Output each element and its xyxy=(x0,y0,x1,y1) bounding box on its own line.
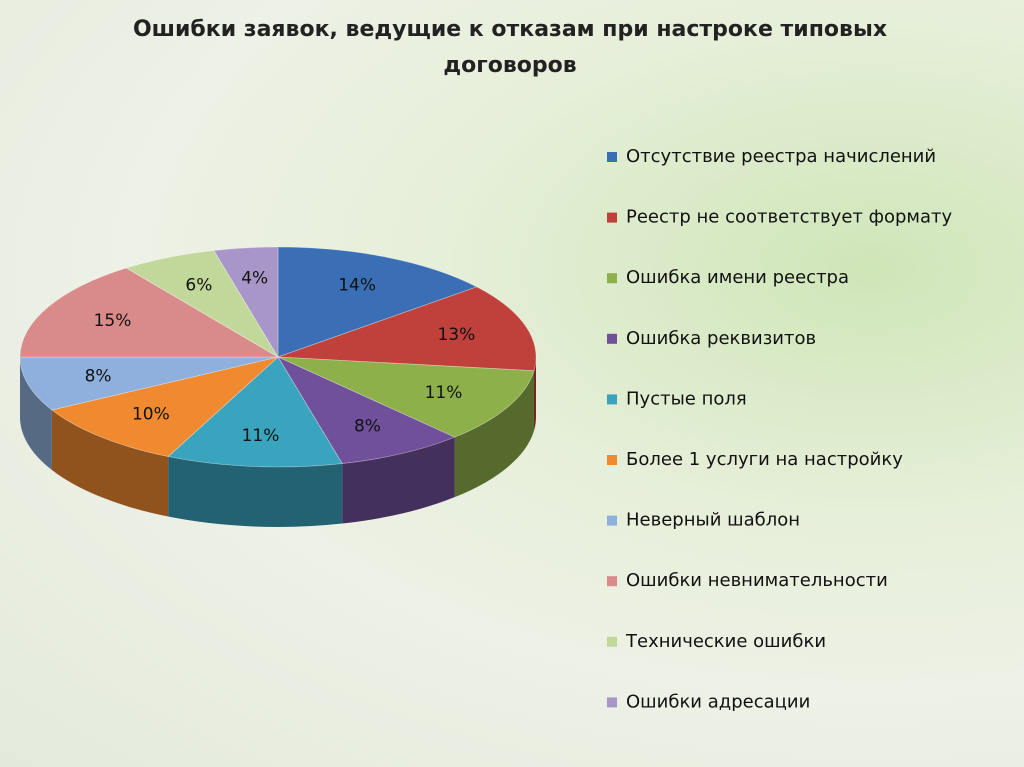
legend-label: Неверный шаблон xyxy=(626,510,800,531)
legend-swatch xyxy=(607,212,617,223)
slice-side xyxy=(168,456,343,528)
data-label: 8% xyxy=(354,416,381,436)
slice-side xyxy=(51,409,169,517)
slice xyxy=(277,356,535,438)
chart-title: Ошибки заявок, ведущие к отказам при нас… xyxy=(132,17,888,78)
legend-label: Ошибки невнимательности xyxy=(626,570,888,591)
slice xyxy=(19,356,279,411)
data-label: 13% xyxy=(437,325,475,345)
data-label: 4% xyxy=(241,268,268,288)
slice xyxy=(125,250,279,358)
slice xyxy=(213,246,279,359)
data-label: 15% xyxy=(94,311,132,331)
data-label: 11% xyxy=(425,383,463,403)
slice xyxy=(276,356,456,464)
legend-label: Пустые поля xyxy=(626,388,747,409)
data-label: 6% xyxy=(185,275,212,295)
legend-swatch xyxy=(607,152,617,162)
slice xyxy=(167,356,343,468)
legend-swatch xyxy=(607,333,617,344)
legend-label: Ошибка имени реестра xyxy=(626,267,849,288)
slice-side xyxy=(454,370,534,498)
slice-side xyxy=(533,357,536,431)
slice-side xyxy=(342,437,455,524)
legend-swatch xyxy=(607,697,617,708)
data-label: 8% xyxy=(85,367,112,387)
slice xyxy=(277,246,478,358)
legend-swatch xyxy=(607,515,617,526)
slice xyxy=(277,286,537,372)
slice xyxy=(19,267,280,358)
data-label: 10% xyxy=(132,405,170,425)
legend-label: Технические ошибки xyxy=(625,631,826,652)
legend-label: Отсутствие реестра начислений xyxy=(626,146,936,167)
legend-swatch xyxy=(607,636,617,647)
legend-swatch xyxy=(607,394,617,405)
data-label: 11% xyxy=(242,426,280,446)
slice-side xyxy=(20,357,52,470)
slice xyxy=(51,356,280,457)
legend-swatch xyxy=(607,455,617,465)
legend-label: Ошибка реквизитов xyxy=(626,328,816,349)
legend-label: Реестр не соответствует формату xyxy=(626,207,953,228)
legend-label: Более 1 услуги на настройку xyxy=(626,449,903,470)
legend-label: Ошибки адресации xyxy=(626,691,810,712)
legend-swatch xyxy=(607,576,617,587)
legend-swatch xyxy=(607,273,617,284)
data-label: 14% xyxy=(338,275,376,295)
